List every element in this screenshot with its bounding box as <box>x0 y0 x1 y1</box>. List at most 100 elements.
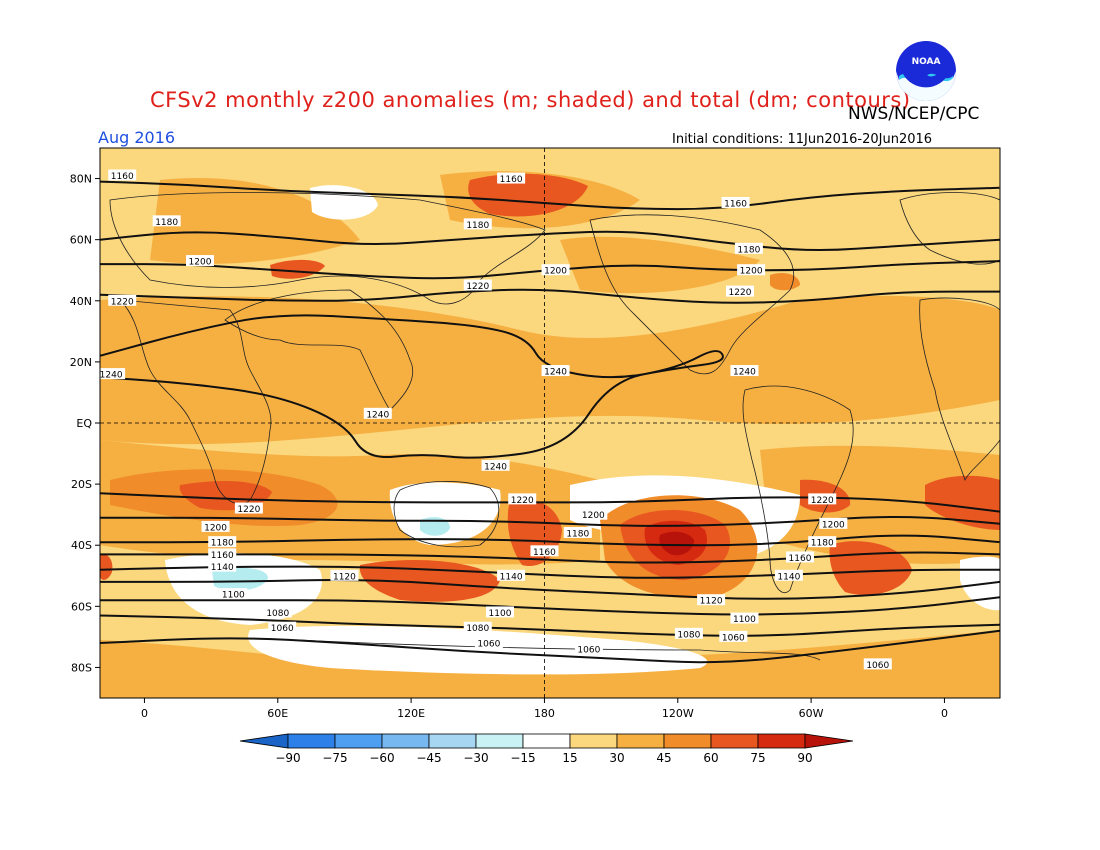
contour-label: 1080 <box>466 624 489 634</box>
chart-title: CFSv2 monthly z200 anomalies (m; shaded)… <box>150 88 911 112</box>
contour-label-box <box>674 627 703 639</box>
contour-label-box <box>263 606 292 618</box>
colorbar-label: 75 <box>750 751 765 765</box>
contour-label: 1060 <box>866 661 889 671</box>
colorbar-swatch <box>663 733 712 749</box>
colorbar-label: −90 <box>275 751 300 765</box>
contour-label-box <box>100 368 126 380</box>
contour-label: 1180 <box>811 539 834 549</box>
colorbar-swatch <box>475 733 524 749</box>
contour-label-box <box>463 621 492 633</box>
contour-1200-7 <box>100 516 1000 527</box>
contour-label-box <box>734 242 763 254</box>
contour-label: 1180 <box>466 221 489 231</box>
contour-label-box <box>730 365 759 377</box>
contour-label-box <box>481 459 510 471</box>
contour-label: 1080 <box>677 630 700 640</box>
europe-east-outline <box>899 192 1000 265</box>
contour-label-box <box>219 588 248 600</box>
map-panel: 1060106010601060106010801080108011001100… <box>100 148 1000 698</box>
africa-outline <box>118 299 272 505</box>
shade-cyan-indian <box>212 567 268 591</box>
contour-label: 1240 <box>733 368 756 378</box>
contour-label-box <box>508 493 537 505</box>
contour-label: 1180 <box>211 539 234 549</box>
lon-label: 60E <box>267 707 288 720</box>
lon-label: 0 <box>141 707 148 720</box>
colorbar-swatch <box>522 733 571 749</box>
contour-1060-0 <box>100 629 1000 664</box>
contour-label-box <box>737 264 766 276</box>
organization-label: NWS/NCEP/CPC <box>848 104 980 124</box>
contour-label-box <box>201 520 230 532</box>
contour-label-box <box>697 594 726 606</box>
contour-label: 1200 <box>822 520 845 530</box>
colorbar-label: 30 <box>609 751 624 765</box>
contour-label-box <box>774 569 803 581</box>
contour-1100-2 <box>100 596 1000 616</box>
contour-label: 1200 <box>544 267 567 277</box>
contour-label-box <box>152 215 181 227</box>
colorbar-label: 15 <box>562 751 577 765</box>
contour-label: 1200 <box>740 267 763 277</box>
contour-1080-1 <box>100 614 1000 637</box>
lon-label: 0 <box>941 707 948 720</box>
contour-label: 1140 <box>777 572 800 582</box>
contour-label: 1100 <box>489 609 512 619</box>
contour-label: 1160 <box>789 554 812 564</box>
contour-label-box <box>234 502 263 514</box>
colorbar-label: −75 <box>322 751 347 765</box>
noaa-logo-icon: NOAA <box>896 41 956 101</box>
contour-label: 1180 <box>737 245 760 255</box>
contour-label-box <box>579 508 608 520</box>
contour-label: 1100 <box>733 615 756 625</box>
svg-text:NOAA: NOAA <box>912 57 941 67</box>
lat-label: 80S <box>71 661 92 674</box>
contour-label: 1120 <box>333 572 356 582</box>
contour-label: 1220 <box>511 496 534 506</box>
contour-label: 1060 <box>477 640 500 650</box>
contour-label-box <box>208 560 237 572</box>
contour-label-box <box>497 172 526 184</box>
contour-label-box <box>808 536 837 548</box>
contour-label: 1140 <box>211 563 234 573</box>
contour-1180-12 <box>100 230 1000 252</box>
contour-label-box <box>463 218 492 230</box>
south-america-outline <box>742 385 854 593</box>
colorbar-swatch <box>428 733 477 749</box>
contour-label: 1160 <box>500 175 523 185</box>
shade-core-pacific-center <box>659 531 694 556</box>
contour-label: 1240 <box>484 462 507 472</box>
contour-label: 1220 <box>811 496 834 506</box>
colorbar-label: −15 <box>510 751 535 765</box>
contour-label: 1120 <box>700 597 723 607</box>
contour-label: 1060 <box>577 646 600 656</box>
contour-label: 1180 <box>566 530 589 540</box>
contour-label-box <box>486 606 514 618</box>
colorbar-swatch <box>757 733 806 749</box>
colorbar-label: −45 <box>416 751 441 765</box>
contour-label-box <box>330 569 359 581</box>
contour-1120-3 <box>100 578 1000 600</box>
contour-label-box <box>563 527 592 538</box>
contour-label-box <box>786 551 814 563</box>
contour-1160-13 <box>100 180 1000 211</box>
contour-label: 1180 <box>155 218 178 228</box>
shade-south-band-east <box>760 445 1000 564</box>
height-contours <box>100 180 1000 664</box>
contour-label-box <box>108 294 137 306</box>
contour-label: 1060 <box>271 624 294 634</box>
contour-1240-9 <box>100 314 724 459</box>
contour-label-box <box>574 643 603 655</box>
forecast-month: Aug 2016 <box>98 128 176 147</box>
colorbar-swatch <box>569 733 618 749</box>
contour-label: 1200 <box>204 523 227 533</box>
contour-label-box <box>530 545 559 557</box>
colorbar: −90 −75 −60 −45 −30 −15 15 30 45 60 75 90 <box>239 733 854 765</box>
contour-1220-8 <box>100 492 1000 513</box>
contour-labels: 1060106010601060106010801080108011001100… <box>100 169 892 671</box>
contour-label: 1160 <box>211 551 234 561</box>
shade-north-atlantic <box>150 178 360 264</box>
contour-label-box <box>819 517 848 529</box>
